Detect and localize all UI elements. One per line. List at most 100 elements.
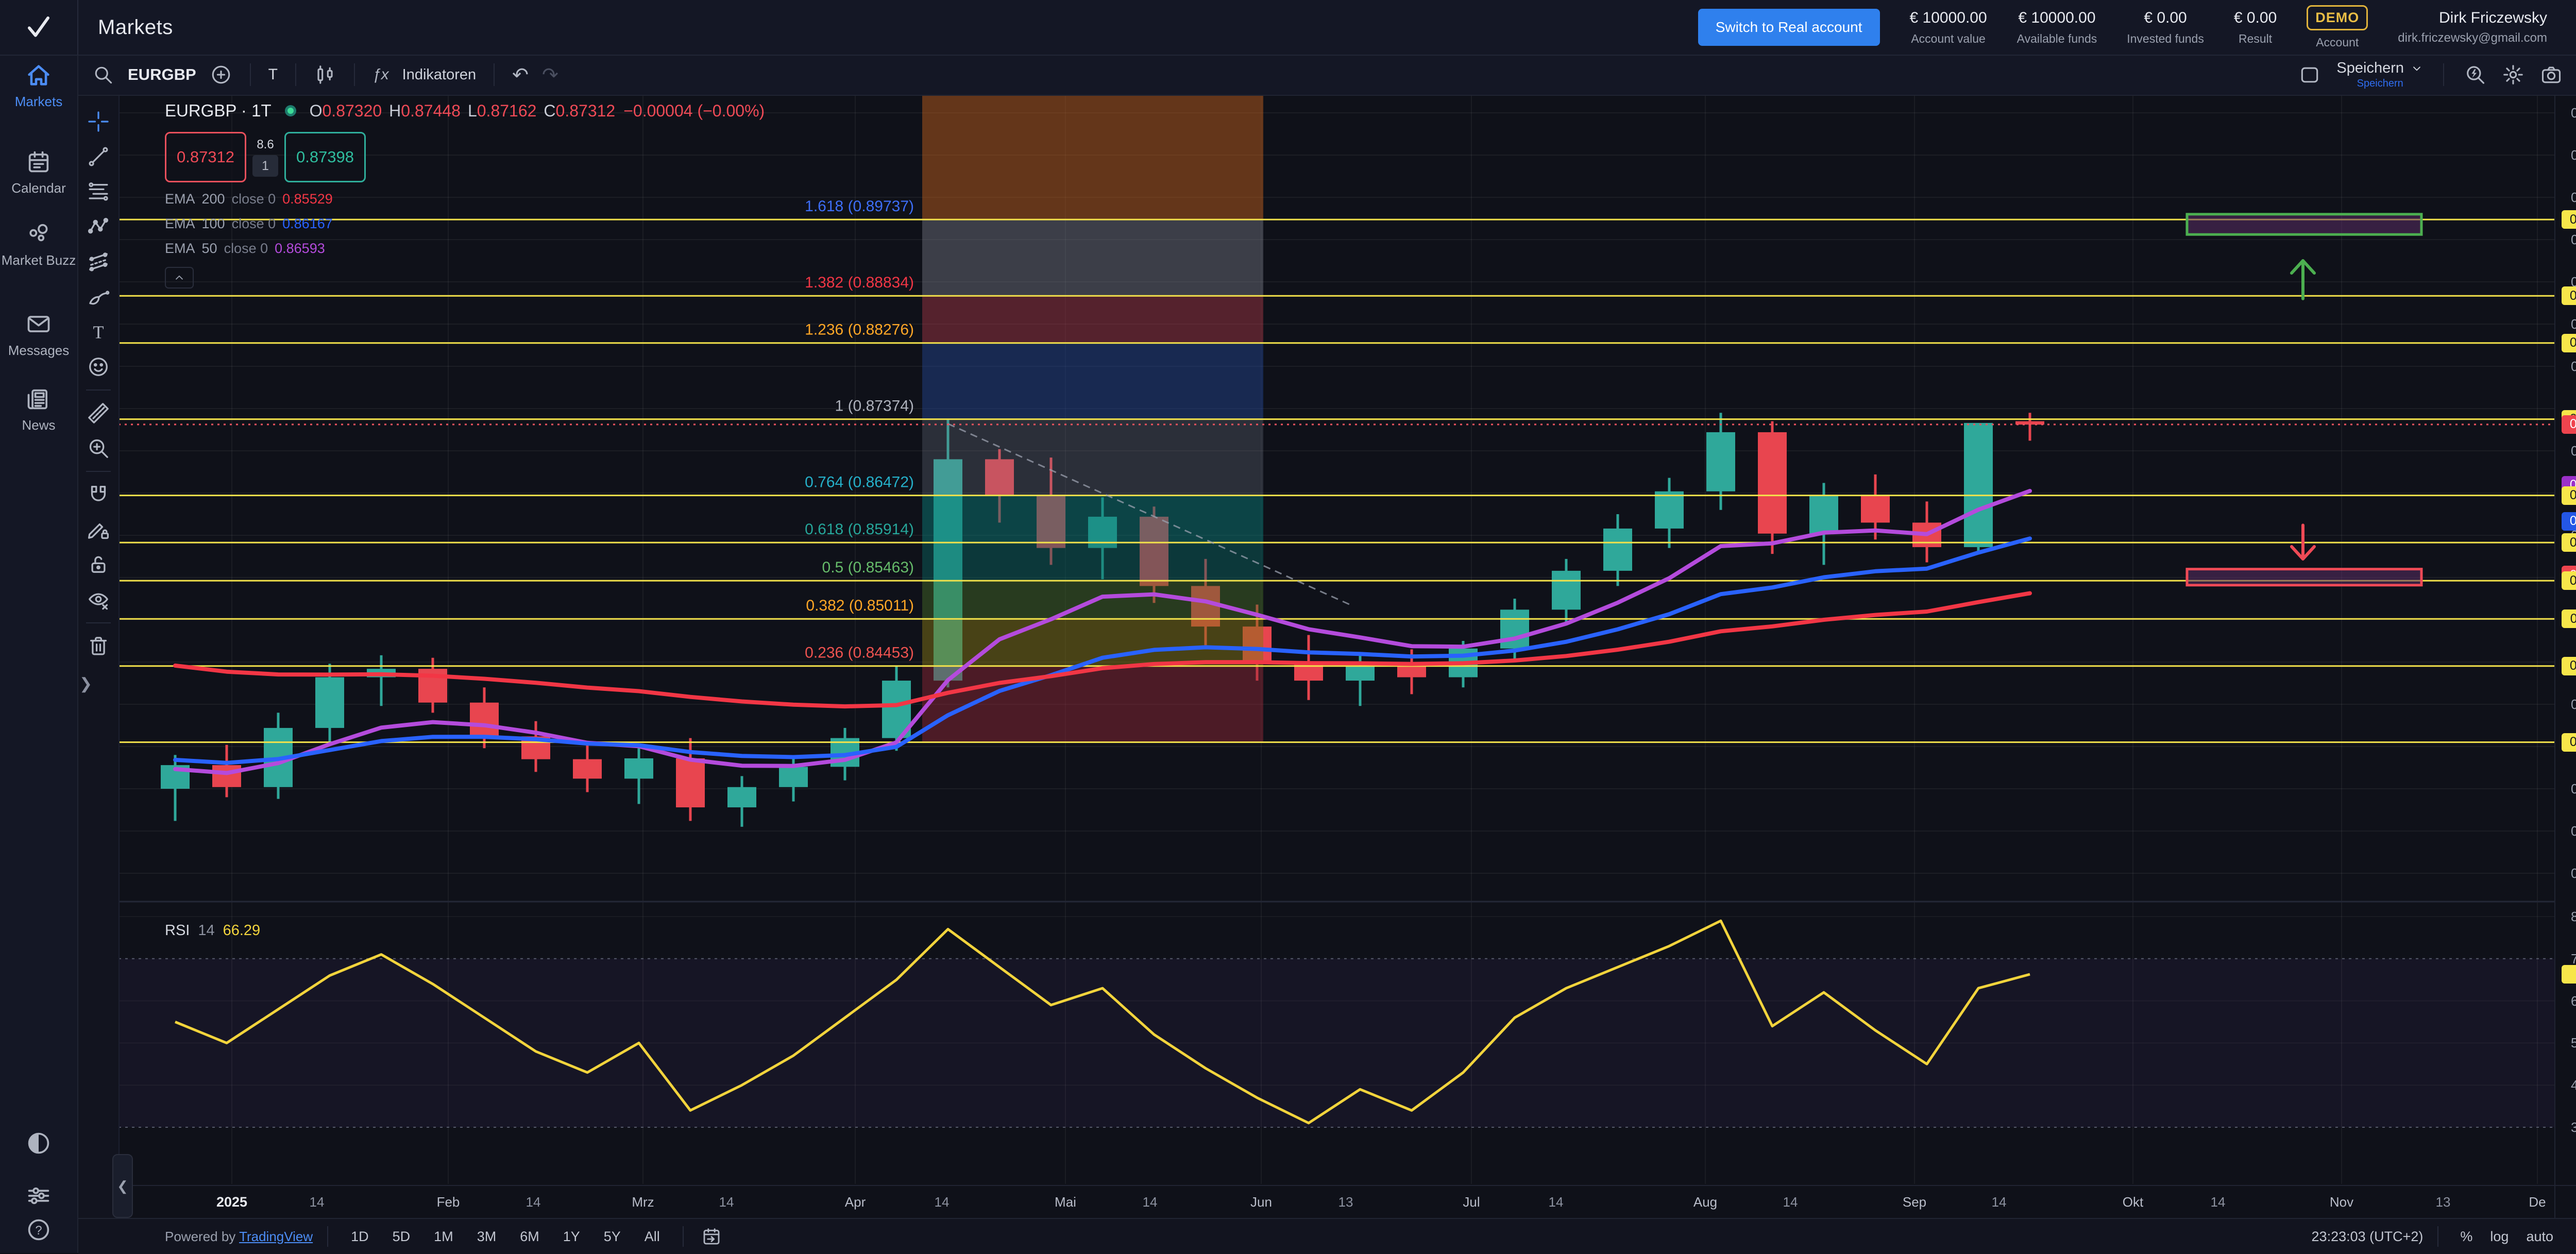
symbol-search-button[interactable]: EURGBP	[128, 65, 196, 84]
user-info[interactable]: Dirk Friczewsky dirk.friczewsky@gmail.co…	[2398, 9, 2547, 45]
tradingview-link[interactable]: TradingView	[239, 1229, 313, 1244]
quick-search-icon[interactable]	[2464, 63, 2486, 86]
market-status-icon	[285, 105, 296, 116]
sidebar-theme-toggle[interactable]	[0, 1130, 77, 1159]
rsi-axis-label: 30.00	[2571, 1120, 2576, 1136]
zoom-in-tool[interactable]	[87, 436, 110, 460]
price-level-badge: 0.85914	[2562, 533, 2576, 552]
range-button-3m[interactable]: 3M	[469, 1225, 505, 1249]
sidebar-item-calendar[interactable]: Calendar	[0, 148, 77, 196]
time-axis-label: Mrz	[632, 1194, 654, 1210]
sidebar-preferences[interactable]	[0, 1182, 77, 1212]
save-sub-label: Speichern	[2336, 78, 2424, 90]
drawing-mode[interactable]	[87, 518, 110, 541]
indicators-button[interactable]: Indikatoren	[402, 66, 477, 83]
range-button-1y[interactable]: 1Y	[555, 1225, 588, 1249]
remove-drawings[interactable]	[87, 634, 110, 658]
arrow-up-drawing[interactable]	[2292, 261, 2314, 299]
sidebar-help[interactable]: ?	[0, 1216, 77, 1246]
candlestick	[1758, 432, 1787, 534]
sell-button[interactable]: 0.87312	[165, 132, 246, 182]
clock[interactable]: 23:23:03 (UTC+2)	[2312, 1229, 2424, 1245]
redo-button[interactable]: ↷	[542, 63, 558, 87]
sidebar-item-messages[interactable]: Messages	[0, 311, 77, 359]
range-button-6m[interactable]: 6M	[512, 1225, 548, 1249]
price-level-badge: 0.86167	[2562, 512, 2576, 531]
search-icon[interactable]	[92, 63, 114, 86]
pattern-tool[interactable]	[87, 215, 110, 239]
price-axis-label: 0.88500	[2571, 316, 2576, 332]
magnet-mode[interactable]	[87, 483, 110, 506]
panel-expand-chevron[interactable]: ❯	[79, 675, 92, 693]
buy-button[interactable]: 0.87398	[284, 132, 366, 182]
snapshot-icon[interactable]	[2540, 63, 2563, 86]
metric-value: € 10000.00	[1910, 9, 1987, 27]
axis-settings-corner[interactable]	[2554, 1185, 2576, 1218]
range-button-1d[interactable]: 1D	[343, 1225, 377, 1249]
range-button-all[interactable]: All	[636, 1225, 668, 1249]
undo-button[interactable]: ↶	[512, 63, 529, 87]
candlestick	[727, 787, 756, 807]
spread-value: 8.6	[246, 138, 284, 152]
time-axis-label: 14	[719, 1194, 734, 1210]
legend-collapse-button[interactable]	[165, 267, 194, 289]
lock-drawings[interactable]	[87, 553, 110, 577]
time-axis-label: Sep	[1903, 1194, 1926, 1210]
projection-tool[interactable]	[87, 250, 110, 274]
range-button-5y[interactable]: 5Y	[596, 1225, 629, 1249]
price-level-badge: 0.88276	[2562, 334, 2576, 352]
price-axis[interactable]: 0.910000.905000.900000.895000.890000.885…	[2554, 95, 2576, 1185]
broker-logo[interactable]	[0, 0, 78, 55]
metric-label: Account value	[1910, 32, 1987, 46]
axis-option-auto[interactable]: auto	[2519, 1226, 2561, 1248]
crosshair-tool[interactable]	[87, 110, 110, 133]
layout-select-icon[interactable]	[2298, 63, 2321, 86]
switch-real-account-button[interactable]: Switch to Real account	[1698, 9, 1880, 46]
top-bar: Markets Switch to Real account € 10000.0…	[0, 0, 2576, 56]
toolbar-collapse-tab[interactable]: ❮	[112, 1154, 133, 1218]
time-axis-label: Okt	[2123, 1194, 2143, 1210]
trendline-tool[interactable]	[87, 145, 110, 168]
sidebar-item-news[interactable]: News	[0, 385, 77, 433]
fib-lines-tool[interactable]	[87, 180, 110, 204]
sidebar-item-label: Calendar	[0, 181, 77, 196]
hide-drawings[interactable]	[87, 588, 110, 612]
save-layout-button[interactable]: Speichern Speichern	[2336, 60, 2424, 90]
price-axis-label: 0.88000	[2571, 359, 2576, 375]
resistance-rect-drawing[interactable]	[2187, 214, 2421, 234]
fib-level-label: 1.236 (0.88276)	[805, 321, 914, 338]
lot-size[interactable]: 1	[252, 155, 278, 177]
text-tool[interactable]: T	[87, 320, 110, 344]
sidebar-item-markets[interactable]: Markets	[0, 62, 77, 110]
support-rect-drawing[interactable]	[2187, 569, 2421, 585]
go-to-date-icon[interactable]	[701, 1226, 722, 1247]
axis-option-%[interactable]: %	[2453, 1226, 2480, 1248]
measure-tool[interactable]	[87, 401, 110, 425]
emoji-tool[interactable]	[87, 355, 110, 379]
legend-symbol-interval[interactable]: EURGBP · 1T	[165, 101, 272, 121]
metric-value: € 0.00	[2234, 9, 2277, 27]
range-button-1m[interactable]: 1M	[426, 1225, 462, 1249]
chart-type-icon[interactable]	[314, 63, 336, 86]
range-button-5d[interactable]: 5D	[384, 1225, 419, 1249]
axis-option-log[interactable]: log	[2483, 1226, 2516, 1248]
rsi-legend[interactable]: RSI 14 66.29	[165, 922, 260, 939]
fx-icon[interactable]: ƒx	[372, 66, 389, 83]
compare-add-icon[interactable]	[210, 63, 232, 86]
rsi-title: RSI	[165, 922, 190, 939]
candlestick	[1809, 495, 1838, 533]
interval-button[interactable]: T	[268, 66, 278, 83]
price-axis-label: 0.83000	[2571, 781, 2576, 797]
brush-tool[interactable]	[87, 285, 110, 309]
home-icon	[25, 62, 52, 89]
fib-level-label: 0.5 (0.85463)	[822, 559, 914, 576]
chart-settings-icon[interactable]	[2502, 63, 2524, 86]
sidebar-item-market-buzz[interactable]: Market Buzz	[0, 221, 77, 268]
